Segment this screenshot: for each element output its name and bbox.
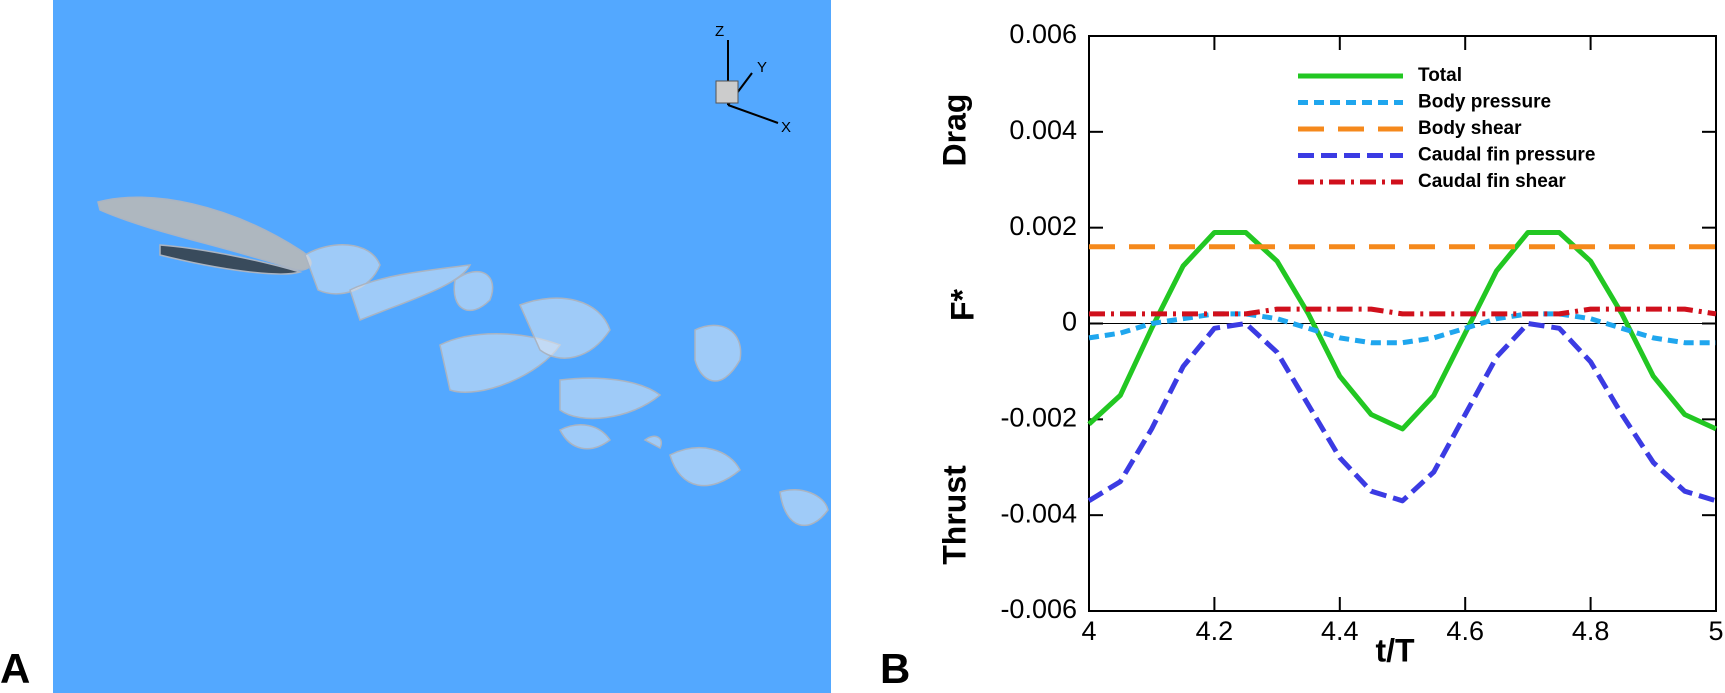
x-tick-label: 5 [1708,616,1723,646]
annotation: Drag [936,94,972,167]
y-tick-label: 0.004 [1009,115,1077,145]
y-tick-label: 0.002 [1009,211,1077,241]
y-tick-label: 0.006 [1009,19,1077,49]
series-line [1089,306,1717,317]
legend-label: Caudal fin shear [1418,171,1566,192]
x-tick-label: 4.8 [1572,616,1610,646]
annotation: Thrust [936,465,972,565]
y-tick-label: -0.006 [1000,594,1077,624]
y-tick-label: 0 [1062,307,1077,337]
triad-x: X [781,119,791,136]
triad-z: Z [715,23,724,40]
legend-label: Body shear [1418,118,1522,139]
panel-label: B [880,645,910,692]
series-line [1088,311,1716,346]
y-axis-title: F* [944,288,980,321]
x-axis-title: t/T [1375,632,1415,668]
x-tick-label: 4.2 [1196,616,1234,646]
axis-triad: Z Y X [715,23,791,136]
legend-label: Body pressure [1418,92,1551,113]
y-tick-label: -0.004 [1000,498,1077,528]
y-tick-label: -0.002 [1000,402,1077,432]
panel-label: A [0,645,30,692]
vortex-structures [97,196,829,527]
legend-label: Total [1418,65,1462,86]
x-tick-label: 4 [1081,616,1096,646]
series-line [1087,321,1717,504]
triad-y: Y [757,59,767,76]
x-tick-label: 4.6 [1446,616,1484,646]
series-line [1087,230,1718,432]
x-tick-label: 4.4 [1321,616,1359,646]
legend-label: Caudal fin pressure [1418,145,1595,166]
